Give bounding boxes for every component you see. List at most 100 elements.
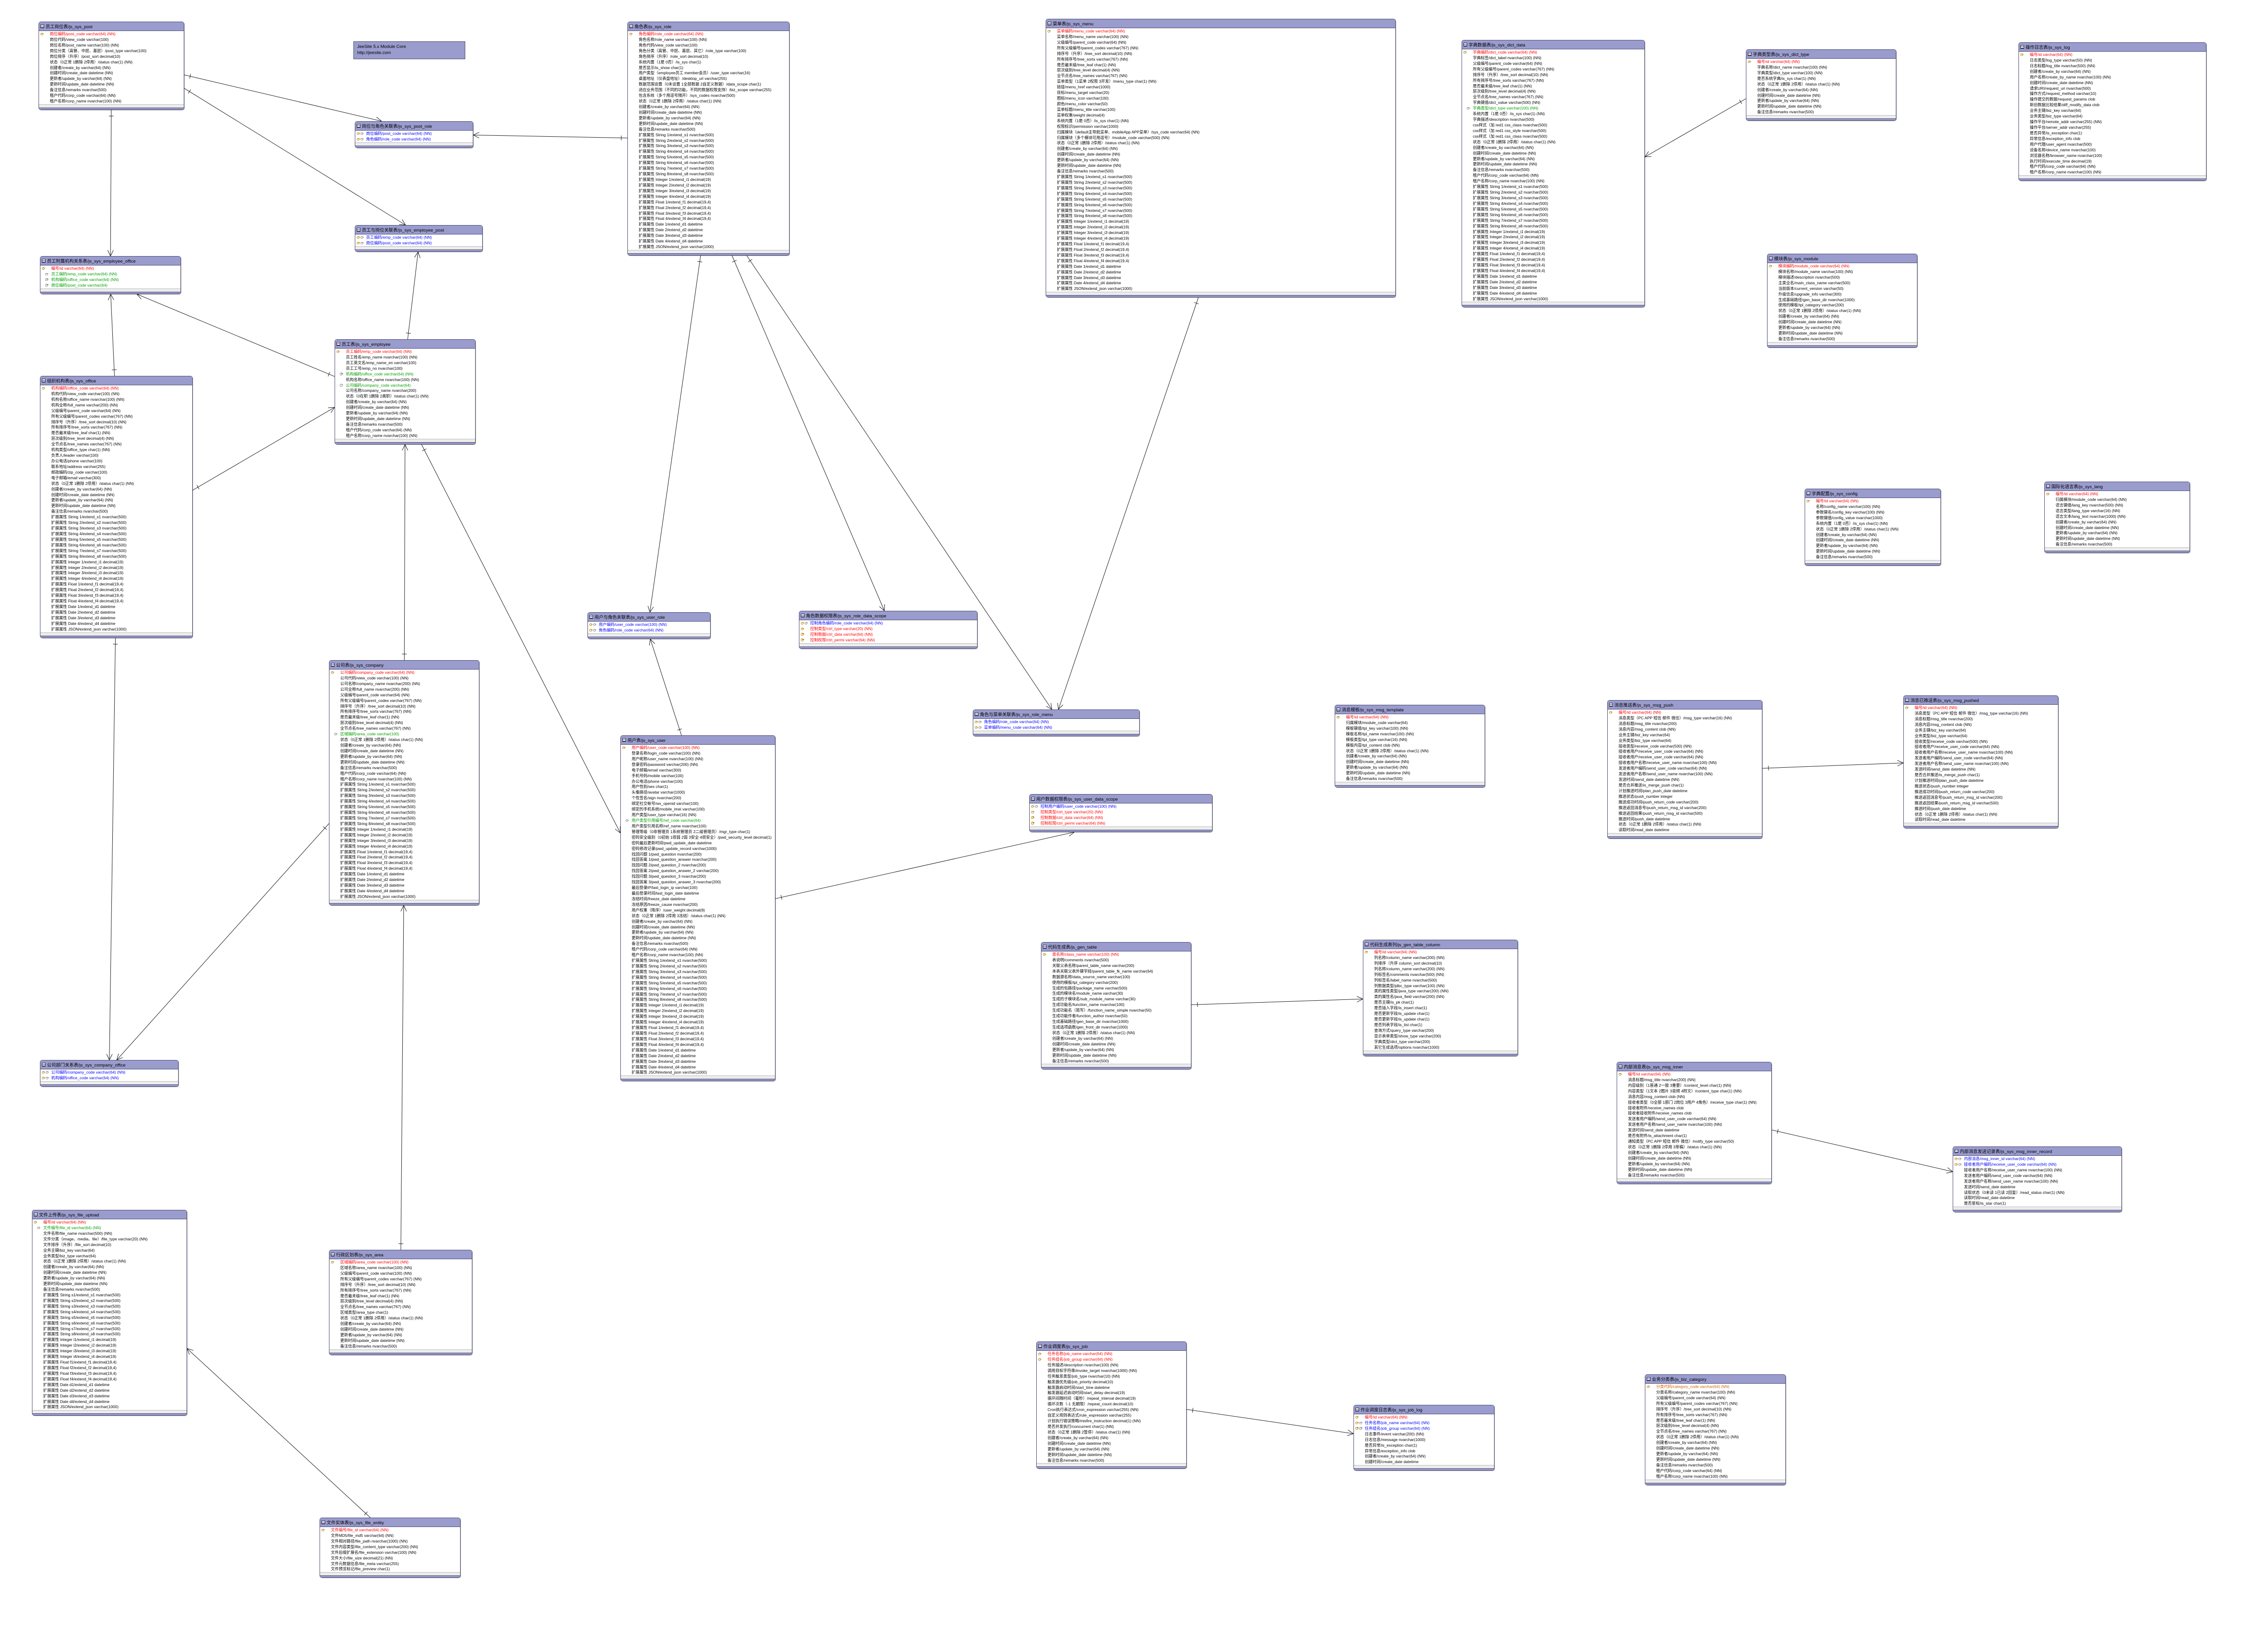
table-field-row[interactable]: 更新时间/update_date datetime (NN) — [628, 121, 789, 127]
table-field-row[interactable]: 创建者/create_by varchar(64) (NN) — [1041, 1036, 1191, 1042]
table-field-row[interactable]: 创建时间/create_date datetime (NN) — [329, 748, 479, 754]
table-field-row[interactable]: 办公电话/phone varchar(100) — [40, 459, 192, 464]
table-field-row[interactable]: 密码修改记录/pwd_update_record varchar(1000) — [621, 846, 775, 852]
table-field-row[interactable]: 读取时间/read_date datetime — [1953, 1195, 2121, 1201]
entity-table-js_sys_employee[interactable]: 员工表/js_sys_employee 员工编码/emp_code varchar… — [335, 339, 476, 444]
table-field-row[interactable]: 菜单名称/menu_name varchar(100) (NN) — [1046, 34, 1395, 40]
table-field-row[interactable]: 用户编码/user_code varchar(100) (NN) — [588, 622, 710, 628]
table-field-row[interactable]: 扩展属性 String 7/extend_s7 nvarchar(500) — [621, 992, 775, 997]
table-field-row[interactable]: 更新时间/update_date datetime (NN) — [1746, 104, 1896, 109]
table-field-row[interactable]: 业务类型/biz_type varchar(64) — [1608, 738, 1762, 744]
table-field-row[interactable]: 是否合并推送/is_merge_push char(1) — [1608, 783, 1762, 788]
table-field-row[interactable]: 系统内置（1是 0否）/is_sys char(1) (NN) — [1046, 118, 1395, 124]
table-field-row[interactable]: 字典标签/dict_label nvarchar(100) (NN) — [1462, 55, 1644, 61]
table-field-row[interactable]: 区域编码/area_code varchar(100) (NN) — [329, 1260, 472, 1265]
table-field-row[interactable]: 扩展属性 Float 3/extend_f3 decimal(19,4) — [628, 211, 789, 217]
table-field-row[interactable]: 扩展属性 Float f1/extend_f1 decimal(19,4) — [32, 1360, 187, 1365]
table-field-row[interactable]: 控制类型/ctrl_type varchar(20) (NN) — [1030, 810, 1212, 815]
table-field-row[interactable]: 创建者/create_by varchar(64) (NN) — [1335, 754, 1485, 759]
table-field-row[interactable]: 异常信息/exception_info clob — [1354, 1449, 1494, 1454]
table-field-row[interactable]: 扩展属性 String 2/extend_s2 nvarchar(500) — [40, 520, 192, 526]
table-field-row[interactable]: 创建者/create_by varchar(64) (NN) — [32, 1264, 187, 1270]
table-field-row[interactable]: 父级编号/parent_code varchar(64) (NN) — [1462, 61, 1644, 67]
table-field-row[interactable]: 扩展属性 String 7/extend_s7 nvarchar(500) — [1462, 218, 1644, 224]
table-field-row[interactable]: 接收者类型（0全部 1部门 2岗位 3用户 4角色）/receive_type … — [1617, 1100, 1771, 1106]
table-field-row[interactable]: 全节点名/tree_names varchar(767) (NN) — [1046, 73, 1395, 79]
table-field-row[interactable]: 发送时间/send_date datetime (NN) — [1904, 767, 2058, 772]
table-field-row[interactable]: 岗位编码/post_code varchar(64) (NN) — [355, 131, 473, 137]
table-field-row[interactable]: 扩展属性 String 6/extend_s6 nvarchar(500) — [621, 986, 775, 992]
table-field-row[interactable]: 循环间隔时间（毫秒）/repeat_interval decimal(19) — [1037, 1396, 1186, 1402]
table-field-row[interactable]: 生成的子模块名/sub_module_name varchar(30) — [1041, 997, 1191, 1002]
table-field-row[interactable]: 类的属性名/java_field varchar(200) (NN) — [1363, 994, 1518, 1000]
table-field-row[interactable]: 用户类型（employee员工 member会员）/user_type varc… — [628, 70, 789, 76]
entity-table-js_gen_table_column[interactable]: 代码生成表列/js_gen_table_column 编号/id varchar(… — [1363, 940, 1518, 1056]
table-field-row[interactable]: 扩展属性 Date 4/extend_d4 datetime — [1462, 291, 1644, 296]
table-field-row[interactable]: 冻结原因/freeze_cause nvarchar(200) — [621, 902, 775, 908]
table-field-row[interactable]: 密码最后更新时间/pwd_update_date datetime — [621, 841, 775, 846]
table-field-row[interactable]: 发送时间/send_date datetime — [1617, 1128, 1771, 1133]
table-field-row[interactable]: 创建者/create_by varchar(64) (NN) — [1746, 87, 1896, 93]
table-field-row[interactable]: 控制权限/ctrl_permi varchar(64) (NN) — [1030, 821, 1212, 826]
table-field-row[interactable]: 备注信息/remarks nvarchar(500) — [329, 1344, 472, 1349]
table-field-row[interactable]: 是否更新字段/is_update char(1) — [1363, 1011, 1518, 1017]
table-field-row[interactable]: 用户类型引用编号/ref_code varchar(64) — [621, 818, 775, 824]
table-field-row[interactable]: 扩展属性 Integer i1/extend_i1 decimal(19) — [32, 1337, 187, 1343]
table-field-row[interactable]: 全节点名/tree_names varchar(767) (NN) — [329, 726, 479, 732]
table-field-row[interactable]: 创建者/create_by varchar(64) (NN) — [1645, 1440, 1785, 1446]
table-field-row[interactable]: 备注信息/remarks nvarchar(500) — [1768, 336, 1917, 342]
table-field-row[interactable]: 公司编码/company_code varchar(64) (NN) — [40, 1070, 178, 1075]
table-field-row[interactable]: 找回问题 1/pwd_question nvarchar(200) — [621, 852, 775, 857]
table-field-row[interactable]: 模板名称/tpl_name nvarchar(100) (NN) — [1335, 732, 1485, 737]
table-field-row[interactable]: 参数键值/config_value nvarchar(1000) — [1805, 515, 1940, 521]
table-field-row[interactable]: 员工编码/emp_code varchar(64) (NN) — [40, 272, 180, 277]
table-field-row[interactable]: 扩展属性 String 1/extend_s1 nvarchar(500) — [40, 514, 192, 520]
table-field-row[interactable]: 扩展属性 Integer 1/extend_i1 decimal(19) — [1462, 229, 1644, 235]
table-field-row[interactable]: 分类名称/category_name nvarchar(100) (NN) — [1645, 1390, 1785, 1395]
table-field-row[interactable]: 字典类型/dict_type varchar(100) (NN) — [1746, 70, 1896, 76]
table-field-row[interactable]: 扩展属性 String 5/extend_s5 nvarchar(500) — [1046, 197, 1395, 203]
table-field-row[interactable]: 扩展属性 Float 1/extend_f1 decimal(19,4) — [329, 849, 479, 855]
table-field-row[interactable]: 创建者/create_by varchar(64) (NN) — [2019, 69, 2206, 75]
table-field-row[interactable]: 创建者/create_by varchar(64) (NN) — [40, 487, 192, 492]
table-field-row[interactable]: 扩展属性 String s8/extend_s8 nvarchar(500) — [32, 1332, 187, 1337]
table-field-row[interactable]: 接收者用户名称/receive_user_name nvarchar(100) … — [1608, 760, 1762, 766]
table-field-row[interactable]: 机构编码/office_code varchar(64) (NN) — [40, 1075, 178, 1081]
table-field-row[interactable]: 备注信息/remarks nvarchar(500) — [1617, 1173, 1771, 1178]
table-field-row[interactable]: 备注信息/remarks nvarchar(500) — [1041, 1059, 1191, 1064]
table-field-row[interactable]: 用户昵称/user_name nvarchar(100) (NN) — [621, 756, 775, 762]
table-field-row[interactable]: 编号/id varchar(64) (NN) — [1363, 950, 1518, 955]
table-field-row[interactable]: 更新者/update_by varchar(64) (NN) — [40, 498, 192, 503]
table-field-row[interactable]: 全节点名/tree_names varchar(767) (NN) — [40, 442, 192, 447]
table-field-row[interactable]: 列名称/column_name varchar(200) (NN) — [1363, 966, 1518, 972]
table-field-row[interactable]: 是否异常/is_exception char(1) — [2019, 131, 2206, 136]
table-field-row[interactable]: 父级编号/parent_code varchar(64) (NN) — [40, 408, 192, 414]
table-field-row[interactable]: 扩展属性 String 7/extend_s7 nvarchar(500) — [1046, 208, 1395, 214]
table-field-row[interactable]: 租户名称/corp_name nvarchar(100) (NN) — [1645, 1474, 1785, 1480]
table-field-row[interactable]: 扩展属性 JSON/extend_json varchar(1000) — [1462, 296, 1644, 302]
table-field-row[interactable]: 生成基础路径/gen_base_dir nvarchar(1000) — [1768, 297, 1917, 303]
table-field-row[interactable]: 扩展属性 Integer i2/extend_i2 decimal(19) — [32, 1343, 187, 1348]
entity-table-js_sys_module[interactable]: 模块表/js_sys_module 模块编码/module_code varcha… — [1767, 254, 1917, 348]
table-field-row[interactable]: 扩展属性 String 8/extend_s8 nvarchar(500) — [628, 171, 789, 177]
table-field-row[interactable]: 扩展属性 Date 3/extend_d3 datetime — [621, 1059, 775, 1065]
table-field-row[interactable]: 扩展属性 Integer 1/extend_i1 decimal(19) — [628, 177, 789, 183]
table-field-row[interactable]: 更新时间/update_date datetime (NN) — [32, 1281, 187, 1287]
table-field-row[interactable]: 创建时间/create_date datetime (NN) — [329, 1327, 472, 1333]
table-field-row[interactable]: 角色排序（升序）/role_sort decimal(10) — [628, 54, 789, 60]
table-field-row[interactable]: 是否最末级/tree_leaf char(1) (NN) — [329, 1294, 472, 1299]
entity-table-js_sys_msg_inner_record[interactable]: 内部消息发送记录表/js_sys_msg_inner_record 内部消息/ms… — [1953, 1146, 2122, 1213]
table-field-row[interactable]: 扩展属性 String 8/extend_s8 nvarchar(500) — [329, 821, 479, 827]
table-field-row[interactable]: 推送成功时间/push_return_code varchar(200) — [1608, 800, 1762, 805]
table-field-row[interactable]: 租户代码/corp_code varchar(64) (NN) — [1462, 173, 1644, 179]
table-field-row[interactable]: 推送状态/push_number integer — [1904, 784, 2058, 789]
table-field-row[interactable]: 更新时间/update_date datetime (NN) — [1462, 162, 1644, 167]
table-field-row[interactable]: 扩展属性 String 7/extend_s7 nvarchar(500) — [628, 166, 789, 171]
table-field-row[interactable]: 更新时间/update_date datetime (NN) — [1645, 1457, 1785, 1463]
table-field-row[interactable]: 排序号（升序）/tree_sort decimal(10) (NN) — [1462, 72, 1644, 78]
table-field-row[interactable]: 排序号（升序）/tree_sort decimal(10) (NN) — [40, 420, 192, 425]
table-field-row[interactable]: 扩展属性 String s7/extend_s7 nvarchar(500) — [32, 1326, 187, 1332]
table-field-row[interactable]: 状态（0正常 1删除 2停用）/status char(1) (NN) — [1608, 822, 1762, 827]
table-field-row[interactable]: 层次级别/tree_level decimal(4) (NN) — [1046, 68, 1395, 73]
table-field-row[interactable]: 发送时间/send_date datetime — [1953, 1184, 2121, 1190]
